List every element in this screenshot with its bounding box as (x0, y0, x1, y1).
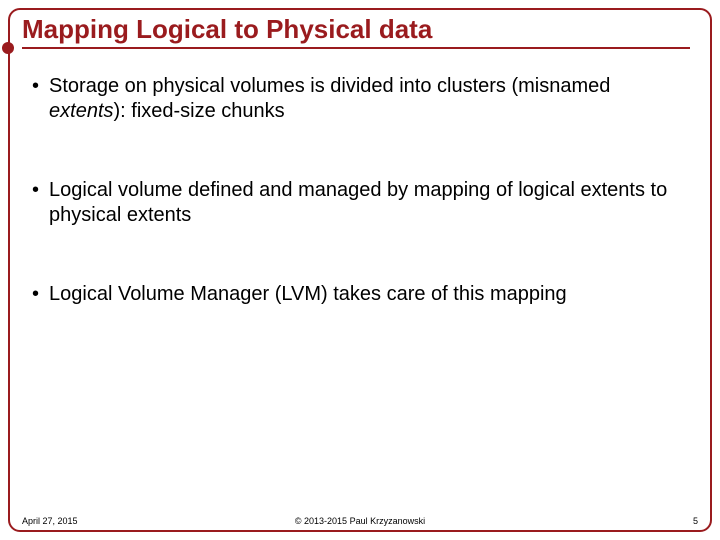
bullet-item: • Logical Volume Manager (LVM) takes car… (32, 282, 688, 307)
bullet-marker-icon: • (32, 178, 39, 203)
bullet-suffix: ): fixed-size chunks (114, 100, 285, 122)
bullet-prefix: Logical volume defined and managed by ma… (49, 179, 667, 226)
bullet-text: Logical volume defined and managed by ma… (49, 178, 688, 228)
bullet-item: • Storage on physical volumes is divided… (32, 74, 688, 124)
footer: April 27, 2015 © 2013-2015 Paul Krzyzano… (22, 516, 698, 526)
slide-title: Mapping Logical to Physical data (22, 14, 690, 47)
footer-page-number: 5 (693, 516, 698, 526)
bullet-prefix: Logical Volume Manager (LVM) takes care … (49, 283, 567, 305)
bullet-marker-icon: • (32, 74, 39, 99)
footer-date: April 27, 2015 (22, 516, 78, 526)
content-area: • Storage on physical volumes is divided… (32, 74, 688, 361)
bullet-text: Logical Volume Manager (LVM) takes care … (49, 282, 688, 307)
bullet-marker-icon: • (32, 282, 39, 307)
title-underline (22, 47, 690, 49)
bullet-item: • Logical volume defined and managed by … (32, 178, 688, 228)
bullet-text: Storage on physical volumes is divided i… (49, 74, 688, 124)
title-bar: Mapping Logical to Physical data (22, 14, 690, 49)
footer-copyright: © 2013-2015 Paul Krzyzanowski (22, 516, 698, 526)
title-dot-icon (2, 42, 14, 54)
bullet-italic: extents (49, 100, 113, 122)
bullet-prefix: Storage on physical volumes is divided i… (49, 75, 610, 97)
